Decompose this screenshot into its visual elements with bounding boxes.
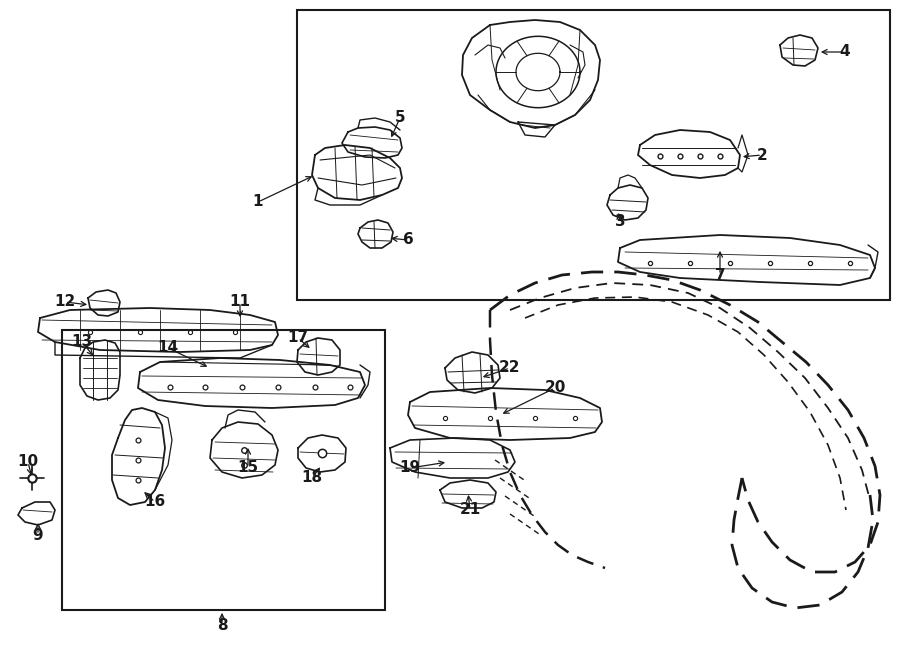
Text: 14: 14 [158, 340, 178, 356]
Text: 20: 20 [544, 381, 566, 395]
Text: 8: 8 [217, 617, 228, 633]
Text: 13: 13 [71, 334, 93, 350]
Text: 11: 11 [230, 295, 250, 309]
Text: 15: 15 [238, 461, 258, 475]
Text: 18: 18 [302, 471, 322, 485]
Text: 16: 16 [144, 494, 166, 510]
Text: 4: 4 [840, 44, 850, 59]
Text: 2: 2 [757, 147, 768, 163]
Text: 5: 5 [395, 110, 405, 126]
Text: 10: 10 [17, 455, 39, 469]
Bar [62, 330, 385, 610]
Text: 12: 12 [54, 295, 76, 309]
Text: 1: 1 [253, 194, 263, 210]
Text: 3: 3 [615, 215, 626, 229]
Text: 19: 19 [400, 461, 420, 475]
Text: 7: 7 [715, 268, 725, 282]
Bar [297, 10, 890, 300]
Text: 6: 6 [402, 233, 413, 247]
Text: 17: 17 [287, 330, 309, 346]
Text: 9: 9 [32, 527, 43, 543]
Text: 21: 21 [459, 502, 481, 518]
Text: 22: 22 [500, 360, 521, 375]
